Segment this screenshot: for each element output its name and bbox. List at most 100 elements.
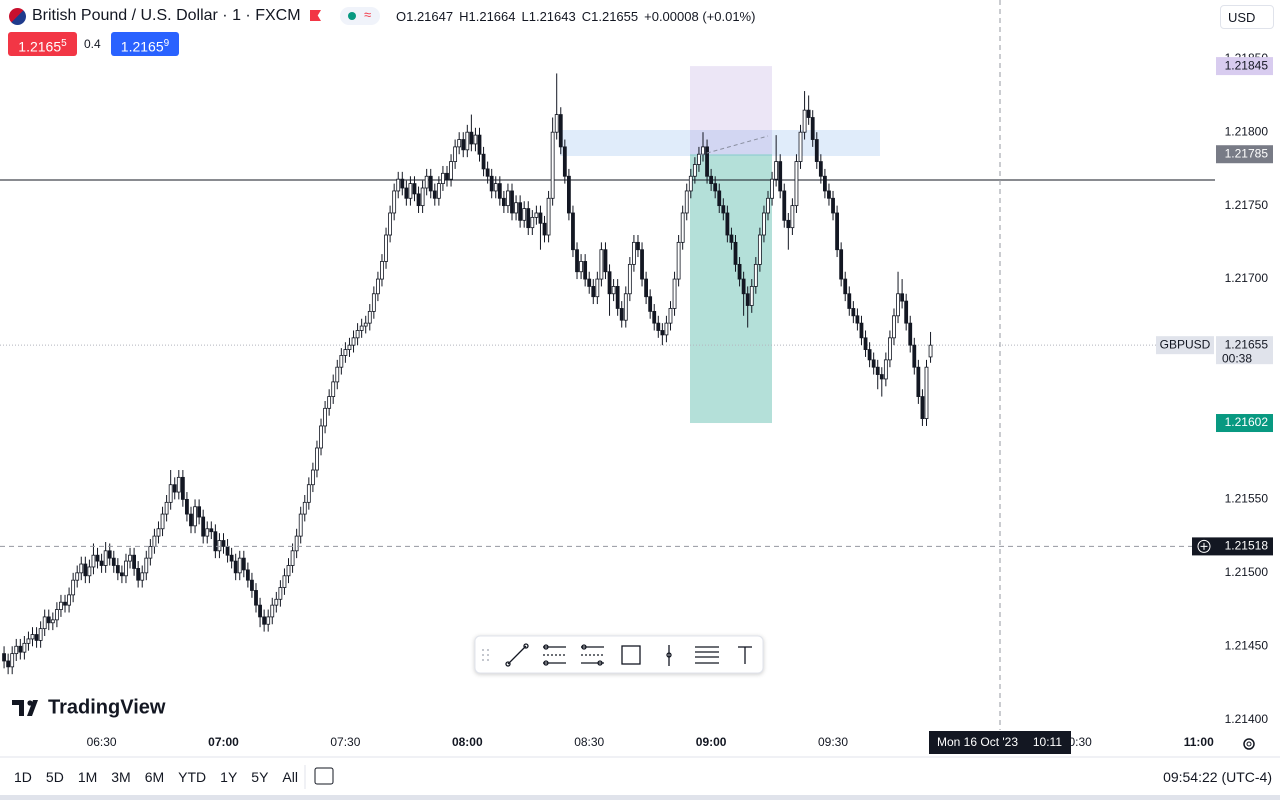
date-range-icon[interactable] [314, 767, 334, 785]
candle-body [50, 619, 55, 624]
price-countdown: 00:38 [1222, 351, 1252, 365]
candle-body [160, 513, 165, 530]
candle-body [530, 216, 535, 229]
candle-body [660, 330, 665, 336]
overlays [0, 0, 1215, 730]
candle-body [782, 190, 787, 221]
candles [2, 73, 933, 675]
candle-body [928, 344, 933, 358]
buy-button[interactable]: 1.21659 [111, 32, 179, 56]
candle-body [652, 310, 657, 324]
fib-tool[interactable] [581, 644, 604, 666]
price-marker-label: 1.21655 [1225, 337, 1269, 351]
buy-price: 1.2165 [120, 38, 164, 55]
x-tick-label: 09:30 [818, 735, 848, 749]
rectangle-tool[interactable] [621, 645, 641, 665]
candle-body [396, 178, 401, 192]
candle-body [59, 601, 63, 610]
candle-body [42, 616, 47, 630]
candle-body [867, 349, 872, 361]
x-tick-label: 07:30 [330, 735, 360, 749]
candle-body [245, 569, 250, 581]
candle-body [477, 134, 482, 155]
candle-body [766, 197, 770, 214]
symbol-icon [9, 8, 26, 25]
candle-body [71, 579, 76, 596]
range-button[interactable]: 1M [77, 769, 98, 785]
candle-body [323, 407, 327, 427]
candle-body [286, 565, 291, 577]
candle-body [790, 205, 795, 229]
candle-body [566, 175, 571, 214]
trend-line-tool[interactable] [505, 643, 529, 667]
symbol-title[interactable]: British Pound / U.S. Dollar · 1 · FXCM [32, 7, 301, 24]
candle-body [912, 344, 917, 368]
candle-body [741, 278, 746, 295]
range-button[interactable]: 5D [45, 769, 64, 785]
candle-body [22, 642, 27, 653]
range-button[interactable]: 5Y [251, 769, 269, 785]
candle-body [156, 528, 161, 537]
candle-body [164, 501, 169, 515]
candle-body [871, 359, 876, 368]
candle-body [412, 183, 417, 195]
horizontal-lines-tool[interactable] [695, 646, 719, 664]
candle-body [550, 131, 555, 199]
candle-body [493, 183, 498, 192]
candle-body [310, 469, 315, 486]
candle-body [501, 197, 506, 207]
candle-body [749, 286, 754, 306]
price-marker-label: 1.21785 [1225, 146, 1269, 160]
price-marker-box [1216, 57, 1273, 76]
buy-pip: 9 [163, 38, 170, 49]
candle-body [587, 278, 592, 287]
range-button[interactable]: 1Y [220, 769, 238, 785]
parallel-channel-tool[interactable] [543, 644, 566, 666]
candle-body [705, 146, 709, 177]
range-button[interactable]: 3M [111, 769, 131, 785]
add-alert-icon [1197, 539, 1211, 553]
currency-select[interactable]: USD [1220, 5, 1274, 29]
candle-body [144, 557, 149, 574]
candle-body [294, 535, 299, 552]
candle-body [896, 293, 900, 317]
logo-dot [27, 700, 33, 706]
candle-body [485, 168, 490, 177]
range-button[interactable]: 1D [14, 769, 32, 785]
candle-body [762, 212, 766, 236]
candle-body [241, 557, 246, 571]
candle-body [75, 572, 80, 581]
candle-body [14, 645, 19, 655]
candle-body [266, 616, 271, 625]
candle-body [331, 381, 336, 397]
sell-button[interactable]: 1.21655 [8, 32, 77, 56]
candle-body [107, 550, 112, 559]
range-button[interactable]: All [282, 769, 298, 785]
candle-body [185, 498, 189, 515]
range-button[interactable]: YTD [178, 769, 207, 785]
price-marker-label: 1.21845 [1225, 58, 1269, 72]
candle-body [506, 190, 510, 207]
vertical-line-tool[interactable] [666, 645, 672, 666]
flag-icon[interactable] [310, 10, 321, 21]
candle-body [209, 528, 214, 533]
candle-body [481, 153, 486, 170]
candle-body [445, 172, 449, 180]
candle-body [30, 634, 35, 640]
text-tool[interactable] [738, 646, 752, 664]
candle-body [416, 193, 421, 207]
y-tick-label: 1.21750 [1225, 198, 1269, 212]
settings-icon[interactable] [1243, 738, 1255, 750]
candle-body [640, 249, 644, 280]
price-marker-box [1216, 145, 1273, 164]
candle-body [827, 190, 831, 199]
candle-body [644, 278, 649, 298]
candle-body [883, 359, 888, 380]
range-button[interactable]: 6M [144, 769, 165, 785]
symbol-marker-label: GBPUSD [1160, 337, 1211, 351]
candle-body [843, 278, 848, 295]
candle-body [575, 249, 579, 273]
candle-body [701, 146, 705, 155]
candle-body [91, 554, 96, 568]
